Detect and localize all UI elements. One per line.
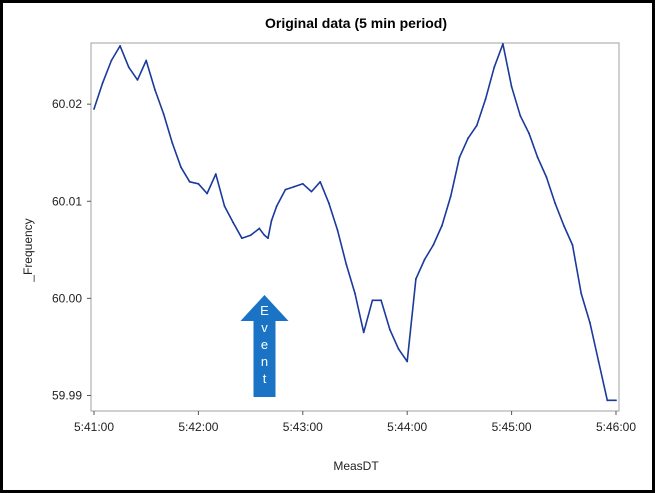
data-point [580, 292, 583, 295]
data-point [415, 278, 417, 280]
data-point [241, 237, 243, 240]
data-point [606, 399, 609, 402]
data-point [136, 78, 139, 81]
chart-svg: Original data (5 min period) 59.99 60.00 6… [21, 15, 636, 473]
data-point [328, 202, 330, 205]
x-tick-label: 5:46:00 [596, 420, 636, 434]
data-point [162, 112, 165, 115]
data-point [458, 156, 461, 159]
data-point [449, 195, 452, 198]
data-point [528, 132, 530, 135]
data-point [562, 224, 565, 227]
x-axis: 5:41:00 5:42:00 5:43:00 5:44:00 5:45:00 5:46:… [74, 411, 636, 434]
data-point [154, 88, 156, 91]
series-line [93, 43, 616, 402]
data-point [263, 234, 266, 237]
data-point [284, 188, 287, 191]
data-point [441, 224, 443, 227]
x-tick-label: 5:41:00 [74, 420, 114, 434]
data-point [293, 185, 295, 188]
data-point [127, 66, 130, 69]
data-point [267, 237, 269, 240]
x-tick-label: 5:44:00 [387, 420, 427, 434]
data-point [197, 182, 200, 185]
series-layer [93, 43, 617, 402]
data-point [319, 180, 322, 183]
y-tick-label: 60.00 [52, 291, 82, 305]
y-tick-label: 59.99 [52, 388, 82, 402]
data-point [270, 219, 273, 222]
data-point [423, 258, 426, 261]
data-point [388, 328, 391, 331]
x-tick-label: 5:42:00 [178, 420, 218, 434]
data-point [475, 124, 478, 127]
data-point [371, 299, 374, 302]
data-point [119, 45, 121, 47]
data-point [110, 59, 113, 62]
data-point [249, 234, 252, 237]
data-point [93, 108, 95, 110]
data-point [223, 205, 226, 208]
data-point [406, 360, 409, 363]
data-point [615, 399, 617, 402]
chart-title: Original data (5 min period) [265, 15, 447, 31]
data-point [275, 205, 278, 208]
data-point [310, 190, 313, 193]
event-label-letter: n [261, 354, 268, 369]
event-label-letter: t [263, 371, 267, 386]
data-point [571, 244, 574, 246]
x-axis-label: MeasDT [333, 459, 379, 473]
data-point [380, 299, 382, 302]
data-point [484, 98, 487, 101]
data-point [554, 202, 556, 205]
data-point [188, 180, 191, 183]
data-point [301, 182, 304, 185]
data-point [345, 263, 348, 266]
y-tick-label: 60.02 [52, 97, 82, 111]
data-point [589, 321, 591, 324]
event-label-letter: E [260, 303, 269, 318]
data-point [597, 360, 600, 363]
event-label-letter: e [261, 337, 268, 352]
data-point [432, 244, 435, 246]
y-axis: 59.99 60.00 60.01 60.02 [52, 97, 91, 402]
data-point [397, 347, 400, 350]
data-point [536, 156, 539, 159]
data-point [206, 192, 209, 195]
data-point [502, 43, 504, 45]
data-point [467, 137, 469, 140]
event-arrow [240, 295, 289, 397]
event-label-letter: v [261, 320, 268, 335]
x-tick-label: 5:45:00 [492, 420, 532, 434]
data-point [362, 331, 365, 334]
data-point [214, 173, 217, 175]
data-point [101, 81, 104, 84]
data-point [171, 142, 174, 144]
data-point [519, 114, 522, 117]
data-point [545, 176, 548, 178]
x-tick-label: 5:43:00 [283, 420, 323, 434]
data-point [493, 66, 496, 69]
data-point [510, 85, 513, 88]
data-point [354, 292, 356, 295]
y-tick-label: 60.01 [52, 194, 82, 208]
plot-area [90, 42, 620, 412]
data-point [336, 229, 339, 232]
data-point [145, 59, 148, 62]
data-point [232, 221, 235, 224]
data-point [258, 227, 261, 230]
y-axis-label: _Frequency [21, 218, 35, 282]
data-point [180, 166, 182, 169]
